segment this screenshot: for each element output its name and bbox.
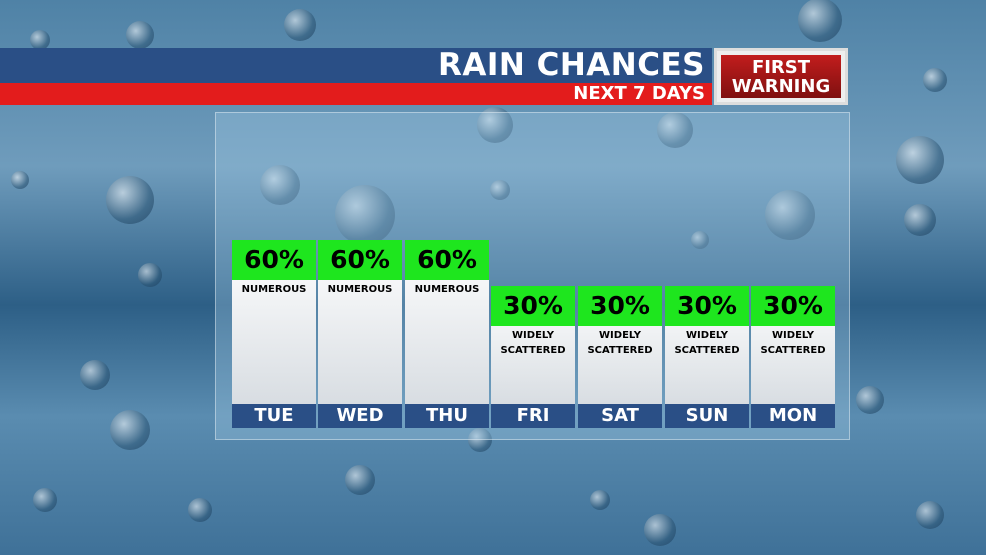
description: WIDELY SCATTERED xyxy=(500,330,566,356)
droplet xyxy=(798,0,842,42)
droplet xyxy=(904,204,936,236)
droplet xyxy=(106,176,154,224)
description: WIDELY SCATTERED xyxy=(760,330,826,356)
droplet xyxy=(691,231,709,249)
title: RAIN CHANCES xyxy=(437,47,705,83)
subtitle-band xyxy=(0,83,712,105)
droplet xyxy=(923,68,947,92)
day-label: TUE xyxy=(232,404,316,428)
day-label: FRI xyxy=(491,404,575,428)
chance: 60% xyxy=(232,240,316,280)
day-label: SAT xyxy=(578,404,662,428)
badge: FIRST WARNING xyxy=(714,48,848,105)
chance: 30% xyxy=(491,286,575,326)
description: NUMEROUS xyxy=(327,284,393,295)
chance: 30% xyxy=(751,286,835,326)
droplet xyxy=(590,490,610,510)
droplet xyxy=(490,180,510,200)
droplet xyxy=(765,190,815,240)
title-band xyxy=(0,48,712,83)
day-label: THU xyxy=(405,404,489,428)
droplet xyxy=(477,107,513,143)
droplet xyxy=(335,185,395,245)
droplet xyxy=(260,165,300,205)
droplet xyxy=(644,514,676,546)
droplet xyxy=(11,171,29,189)
droplet xyxy=(896,136,944,184)
droplet xyxy=(856,386,884,414)
droplet xyxy=(80,360,110,390)
day-label: MON xyxy=(751,404,835,428)
description: NUMEROUS xyxy=(414,284,480,295)
description: WIDELY SCATTERED xyxy=(674,330,740,356)
droplet xyxy=(30,30,50,50)
day-label: SUN xyxy=(665,404,749,428)
day-label: WED xyxy=(318,404,402,428)
droplet xyxy=(345,465,375,495)
droplet xyxy=(138,263,162,287)
droplet xyxy=(468,428,492,452)
droplet xyxy=(657,112,693,148)
badge-inner: FIRST WARNING xyxy=(721,55,841,98)
droplet xyxy=(110,410,150,450)
droplet xyxy=(126,21,154,49)
chance: 30% xyxy=(665,286,749,326)
description: NUMEROUS xyxy=(241,284,307,295)
description: WIDELY SCATTERED xyxy=(587,330,653,356)
chance: 60% xyxy=(318,240,402,280)
chance: 30% xyxy=(578,286,662,326)
droplet xyxy=(33,488,57,512)
badge-line: FIRST xyxy=(751,57,811,78)
droplet xyxy=(916,501,944,529)
chance: 60% xyxy=(405,240,489,280)
droplet xyxy=(188,498,212,522)
subtitle: NEXT 7 DAYS xyxy=(573,83,705,104)
droplet xyxy=(284,9,316,41)
badge-line: WARNING xyxy=(731,76,831,97)
